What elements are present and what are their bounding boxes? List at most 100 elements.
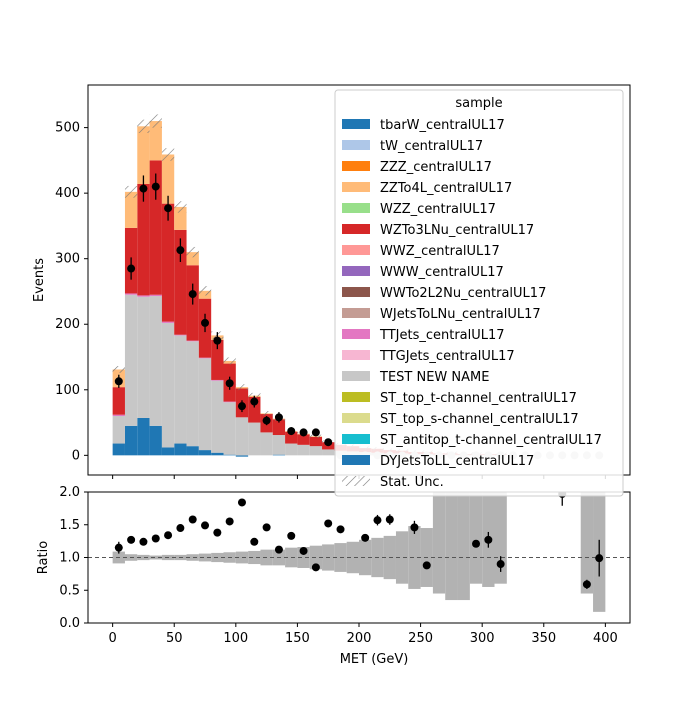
- ratio-point-185: [336, 525, 345, 534]
- ratio-unc-245: [408, 526, 421, 589]
- legend-label-11: TTGJets_centralUL17: [379, 349, 515, 364]
- bar-TTJets_centralUL17-65: [186, 340, 199, 342]
- data-point-5: [114, 377, 123, 386]
- ratio-point-395: [595, 554, 604, 563]
- bar-TEST NEW NAME-125: [260, 432, 273, 456]
- data-point-125: [262, 416, 271, 425]
- bar-TTJets_centralUL17-55: [174, 334, 187, 336]
- ratio-point-205: [361, 533, 370, 542]
- bar-DYJetsToLL_centralUL17-65: [186, 446, 199, 456]
- legend-swatch-6: [342, 245, 370, 255]
- bar-DYJetsToLL_centralUL17-15: [124, 425, 138, 456]
- ratio-point-135: [274, 545, 283, 554]
- xtick-label-100: 100: [223, 631, 248, 646]
- legend-label-17: Stat. Unc.: [380, 475, 444, 490]
- legend-swatch-0: [342, 119, 370, 129]
- legend-label-2: ZZZ_centralUL17: [380, 160, 492, 175]
- legend-label-3: ZZTo4L_centralUL17: [380, 181, 512, 196]
- legend-label-7: WWW_centralUL17: [380, 265, 504, 280]
- data-point-95: [225, 379, 234, 388]
- bar-TEST NEW NAME-75: [198, 358, 212, 451]
- bar-TTJets_centralUL17-85: [211, 379, 224, 381]
- data-point-45: [164, 204, 173, 213]
- main-panel: 0 100 200 300 400 500 Events: [32, 84, 631, 479]
- xtick-label-50: 50: [166, 631, 183, 646]
- bar-WZTo3LNu_centralUL17-45: [161, 203, 175, 322]
- data-point-35: [151, 182, 160, 191]
- legend-swatch-15: [342, 434, 370, 444]
- stat-unc-35: [149, 114, 162, 128]
- bar-DYJetsToLL_centralUL17-25: [137, 417, 150, 456]
- xtick-label-0: 0: [108, 631, 116, 646]
- legend-label-6: WWZ_centralUL17: [380, 244, 500, 259]
- xtick-label-150: 150: [285, 631, 310, 646]
- xtick-label-400: 400: [593, 631, 618, 646]
- data-point-135: [274, 413, 283, 422]
- ratio-point-305: [484, 535, 493, 544]
- ytick-label-300: 300: [55, 252, 80, 267]
- stat-unc-125: [260, 411, 273, 416]
- ratio-point-105: [237, 498, 246, 507]
- data-point-15: [127, 264, 136, 273]
- ratio-ytick-label-0: 0.0: [59, 616, 80, 631]
- main-ylabel: Events: [32, 258, 47, 302]
- ratio-unc-65: [186, 554, 199, 561]
- ratio-point-125: [262, 523, 271, 532]
- legend-label-15: ST_antitop_t-channel_centralUL17: [380, 433, 602, 448]
- ratio-ytick-label-0.5: 0.5: [59, 583, 80, 598]
- bar-TEST NEW NAME-45: [161, 322, 175, 448]
- ratio-point-25: [139, 537, 148, 546]
- legend: sample tbarW_centralUL17 tW_centralUL17 ZZZ…: [334, 89, 624, 497]
- ratio-content: [88, 492, 630, 612]
- bar-TEST NEW NAME-55: [174, 335, 187, 444]
- legend-swatch-4: [342, 203, 370, 213]
- ratio-unc-235: [395, 531, 409, 584]
- ratio-point-215: [373, 516, 382, 525]
- ratio-point-55: [176, 524, 185, 533]
- bar-TTJets_centralUL17-5: [112, 414, 125, 417]
- bar-TEST NEW NAME-5: [112, 416, 125, 444]
- bar-TTJets_centralUL17-25: [137, 295, 150, 297]
- ratio-unc-315: [494, 492, 507, 584]
- legend-label-16: DYJetsToLL_centralUL17: [380, 454, 534, 469]
- xlabel: MET (GeV): [340, 652, 409, 667]
- bar-TTJets_centralUL17-45: [161, 321, 175, 323]
- bar-WZTo3LNu_centralUL17-35: [149, 160, 162, 295]
- data-point-155: [299, 428, 308, 437]
- bar-DYJetsToLL_centralUL17-85: [211, 452, 224, 456]
- bar-WZTo3LNu_centralUL17-55: [174, 229, 187, 335]
- ratio-point-145: [287, 531, 296, 540]
- bar-DYJetsToLL_centralUL17-105: [235, 455, 249, 457]
- legend-title: sample: [455, 96, 502, 111]
- bar-TEST NEW NAME-25: [137, 296, 150, 418]
- ratio-point-5: [114, 543, 123, 552]
- legend-label-9: WJetsToLNu_centralUL17: [380, 307, 541, 322]
- ratio-ytick-label-1: 1.0: [59, 551, 80, 566]
- stat-unc-15: [124, 185, 138, 198]
- bar-ZZTo4L_centralUL17-35: [149, 121, 162, 161]
- bar-DYJetsToLL_centralUL17-75: [198, 450, 212, 456]
- ratio-unc-275: [445, 492, 458, 601]
- legend-swatch-9: [342, 308, 370, 318]
- legend-label-5: WZTo3LNu_centralUL17: [380, 223, 534, 238]
- ratio-point-75: [201, 521, 210, 530]
- ratio-point-45: [164, 531, 173, 540]
- legend-swatch-11: [342, 350, 370, 360]
- ratio-point-295: [472, 539, 481, 548]
- ratio-point-255: [422, 561, 431, 570]
- bar-DYJetsToLL_centralUL17-5: [112, 443, 125, 456]
- bar-TEST NEW NAME-115: [248, 422, 261, 456]
- ratio-unc-195: [346, 541, 359, 574]
- stat-unc-55: [174, 201, 187, 213]
- data-point-65: [188, 290, 197, 299]
- legend-label-12: TEST NEW NAME: [379, 370, 489, 385]
- ratio-unc-25: [137, 554, 150, 561]
- bar-WZTo3LNu_centralUL17-165: [309, 436, 323, 447]
- bar-ZZTo4L_centralUL17-25: [137, 126, 150, 184]
- ratio-ytick-label-2: 2.0: [59, 485, 80, 500]
- bar-WZTo3LNu_centralUL17-155: [297, 434, 310, 445]
- ratio-unc-35: [149, 555, 162, 560]
- stat-unc-95: [223, 357, 236, 365]
- bar-TEST NEW NAME-35: [149, 296, 162, 426]
